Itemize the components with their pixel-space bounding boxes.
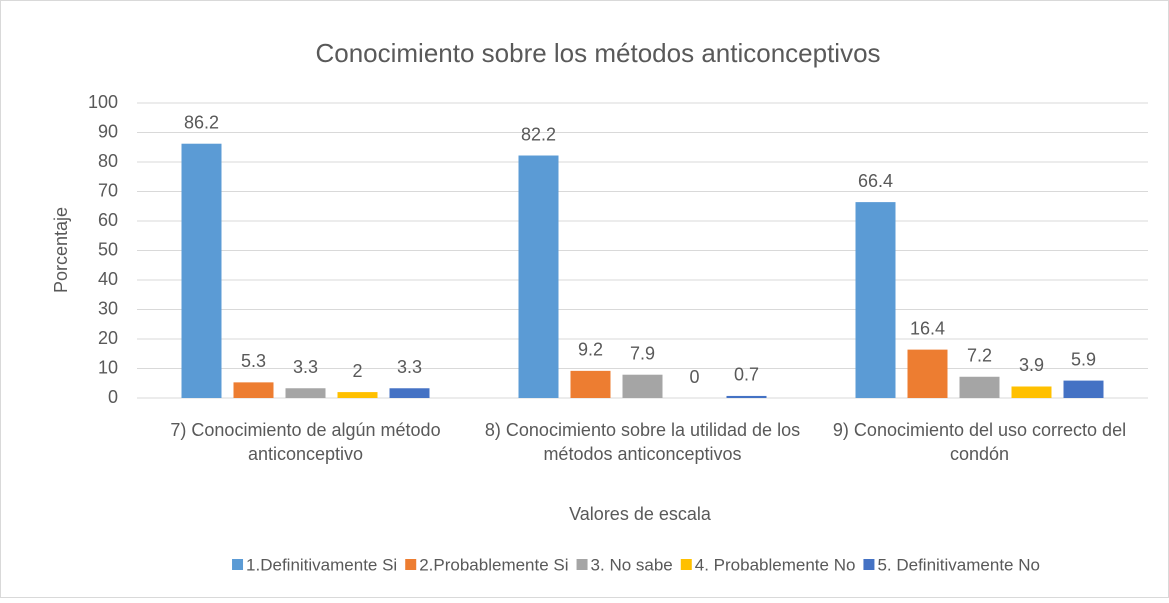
y-axis-title: Porcentaje (51, 207, 71, 293)
legend-label: 5. Definitivamente No (877, 555, 1040, 574)
x-tick-label: 8) Conocimiento sobre la utilidad de los… (484, 420, 801, 464)
value-label: 3.3 (397, 357, 422, 377)
legend-swatch (405, 559, 417, 570)
value-label: 9.2 (578, 340, 603, 360)
value-label: 3.3 (293, 357, 318, 377)
value-label: 66.4 (858, 171, 893, 191)
legend-swatch (232, 559, 244, 570)
x-tick-label-box: 8) Conocimiento sobre la utilidad de los… (484, 420, 801, 464)
y-tick-label: 40 (98, 269, 118, 289)
bar (1011, 386, 1052, 398)
bar (337, 392, 378, 398)
legend-label: 4. Probablemente No (695, 555, 856, 574)
y-tick-label: 10 (98, 357, 118, 377)
bar (622, 374, 663, 398)
bar (907, 349, 948, 398)
y-tick-label: 90 (98, 121, 118, 141)
chart-title: Conocimiento sobre los métodos anticonce… (315, 38, 880, 68)
legend-label: 1.Definitivamente Si (246, 555, 397, 574)
x-axis-title: Valores de escala (569, 504, 712, 524)
y-tick-label: 100 (88, 92, 118, 112)
bar (285, 388, 326, 398)
x-tick-label-box: 9) Conocimiento del uso correcto del con… (832, 420, 1127, 464)
value-label: 7.2 (967, 346, 992, 366)
x-tick-label: 9) Conocimiento del uso correcto del con… (832, 420, 1127, 464)
y-tick-label: 30 (98, 298, 118, 318)
bar (181, 143, 222, 398)
value-label: 2 (352, 361, 362, 381)
y-tick-label: 50 (98, 239, 118, 259)
value-label: 5.9 (1071, 349, 1096, 369)
legend-swatch (863, 559, 875, 570)
value-label: 7.9 (630, 343, 655, 363)
bar (959, 376, 1000, 398)
value-label: 0 (689, 367, 699, 387)
value-label: 5.3 (241, 351, 266, 371)
bar (518, 155, 559, 398)
bar (233, 382, 274, 398)
x-tick-label-box: 7) Conocimiento de algún método anticonc… (170, 420, 441, 464)
legend-label: 3. No sabe (591, 555, 673, 574)
value-label: 82.2 (521, 124, 556, 144)
y-tick-label: 0 (108, 387, 118, 407)
bar (855, 202, 896, 398)
value-label: 3.9 (1019, 355, 1044, 375)
legend: 1.Definitivamente Si 2.Probablemente Si 3.… (232, 555, 1040, 574)
legend-swatch (576, 559, 588, 570)
bar (389, 388, 430, 398)
value-label: 86.2 (184, 112, 219, 132)
legend-label: 2.Probablemente Si (419, 555, 568, 574)
x-tick-label: 7) Conocimiento de algún método anticonc… (170, 420, 441, 464)
bar (570, 370, 611, 398)
bar (1063, 380, 1104, 398)
value-label: 16.4 (910, 318, 945, 338)
y-tick-label: 80 (98, 151, 118, 171)
bar (726, 395, 767, 398)
y-tick-label: 20 (98, 328, 118, 348)
y-tick-label: 70 (98, 180, 118, 200)
value-label: 0.7 (734, 365, 759, 385)
y-tick-label: 60 (98, 210, 118, 230)
legend-swatch (680, 559, 692, 570)
